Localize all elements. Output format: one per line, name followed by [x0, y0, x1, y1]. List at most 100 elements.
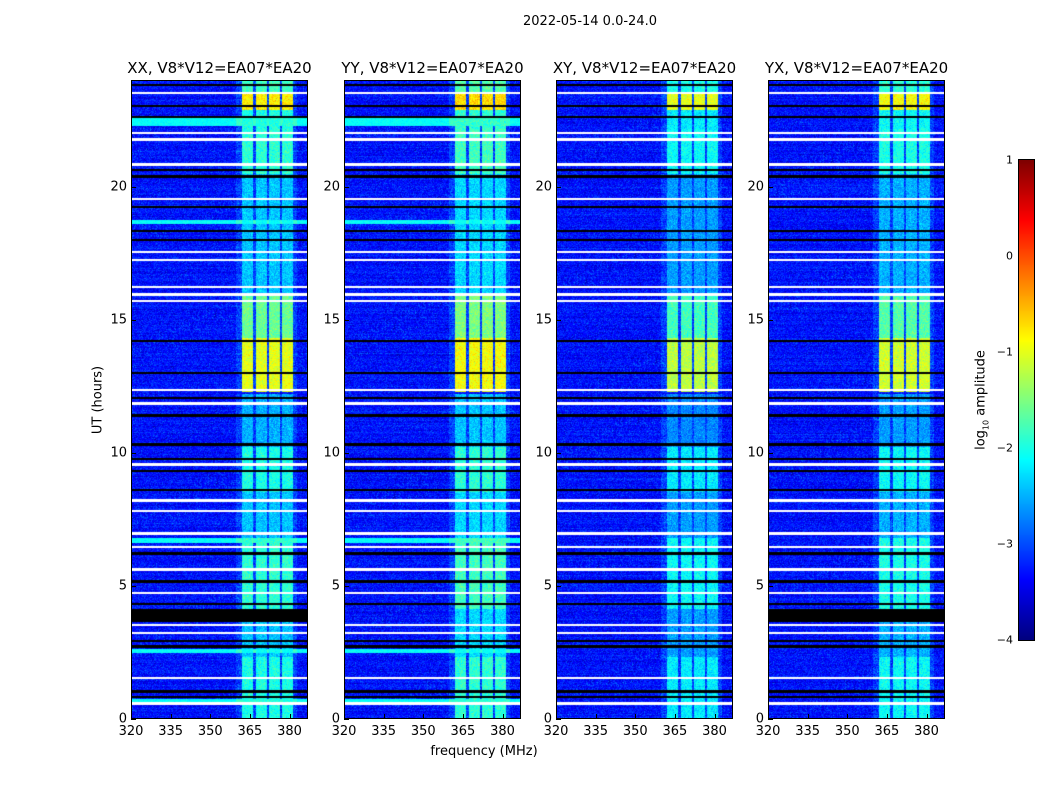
x-tick-label: 350 — [834, 724, 860, 739]
y-tick-label: 0 — [118, 711, 127, 727]
y-tick-label: 10 — [110, 445, 127, 461]
colorbar-tick-label: −2 — [996, 441, 1013, 455]
heatmap-panel-yx — [768, 80, 945, 719]
y-tick-label: 20 — [323, 179, 340, 194]
colorbar-tick-label: 0 — [1006, 249, 1013, 263]
x-tick-mark — [462, 714, 464, 719]
y-tick-mark — [556, 186, 561, 188]
y-tick-mark — [556, 585, 561, 587]
x-tick-label: 335 — [371, 724, 397, 739]
y-tick-mark — [768, 319, 773, 321]
y-tick-mark — [131, 186, 136, 188]
x-axis-label: frequency (MHz) — [430, 744, 538, 759]
x-tick-mark — [170, 714, 172, 719]
y-tick-label: 5 — [118, 578, 127, 594]
y-tick-mark — [131, 719, 136, 720]
x-tick-label: 380 — [702, 724, 727, 739]
y-tick-label: 5 — [331, 578, 340, 594]
x-tick-label: 365 — [874, 724, 900, 739]
y-tick-mark — [556, 452, 561, 454]
y-tick-label: 20 — [747, 179, 764, 194]
y-tick-mark — [344, 585, 349, 587]
x-tick-mark — [886, 714, 888, 719]
y-tick-mark — [344, 319, 349, 321]
x-tick-mark — [344, 714, 345, 719]
x-tick-mark — [556, 714, 557, 719]
x-tick-label: 365 — [662, 724, 688, 739]
y-tick-label: 20 — [535, 179, 552, 194]
colorbar-label: log10 amplitude — [974, 350, 991, 450]
y-tick-label: 15 — [747, 312, 764, 328]
colorbar-label-rest: amplitude — [973, 350, 989, 420]
panel-title-xy: XY, V8*V12=EA07*EA20 — [552, 59, 737, 77]
y-tick-mark — [556, 719, 561, 720]
x-tick-mark — [131, 714, 132, 719]
x-tick-label: 380 — [914, 724, 939, 739]
x-tick-label: 335 — [795, 724, 821, 739]
y-tick-label: 5 — [755, 578, 764, 594]
x-tick-mark — [502, 714, 504, 719]
y-tick-mark — [344, 719, 349, 720]
x-tick-label: 380 — [490, 724, 515, 739]
y-tick-label: 15 — [323, 312, 340, 328]
colorbar-tick-label: 1 — [1006, 153, 1013, 167]
colorbar-label-sub: 10 — [981, 419, 991, 431]
colorbar-tick-label: −3 — [996, 537, 1013, 551]
x-tick-mark — [289, 714, 291, 719]
y-tick-label: 0 — [331, 711, 340, 727]
x-tick-label: 320 — [118, 724, 144, 739]
heatmap-canvas — [345, 81, 520, 718]
y-tick-mark — [344, 186, 349, 188]
colorbar-label-log: log — [973, 430, 989, 450]
x-tick-label: 320 — [331, 724, 357, 739]
x-tick-mark — [423, 714, 425, 719]
x-tick-mark — [674, 714, 676, 719]
panel-title-yx: YX, V8*V12=EA07*EA20 — [764, 59, 949, 77]
y-tick-label: 10 — [747, 445, 764, 461]
x-tick-label: 320 — [543, 724, 569, 739]
colorbar-tick-label: −1 — [996, 345, 1013, 359]
y-tick-mark — [768, 452, 773, 454]
heatmap-canvas — [557, 81, 732, 718]
y-tick-label: 5 — [543, 578, 552, 594]
x-tick-label: 350 — [197, 724, 223, 739]
x-tick-label: 335 — [158, 724, 184, 739]
heatmap-canvas — [769, 81, 944, 718]
panel-title-xx: XX, V8*V12=EA07*EA20 — [127, 59, 312, 77]
y-tick-label: 0 — [755, 711, 764, 727]
x-tick-mark — [210, 714, 212, 719]
y-tick-label: 15 — [110, 312, 127, 328]
x-tick-mark — [249, 714, 251, 719]
x-tick-mark — [383, 714, 385, 719]
y-tick-mark — [131, 585, 136, 587]
colorbar — [1018, 159, 1035, 641]
y-tick-label: 10 — [535, 445, 552, 461]
x-tick-mark — [847, 714, 849, 719]
x-tick-label: 350 — [410, 724, 436, 739]
x-tick-label: 350 — [622, 724, 648, 739]
x-tick-label: 320 — [755, 724, 781, 739]
y-tick-mark — [768, 719, 773, 720]
y-tick-mark — [131, 452, 136, 454]
colorbar-tick-label: −4 — [996, 633, 1013, 647]
y-tick-label: 10 — [323, 445, 340, 461]
y-tick-mark — [556, 319, 561, 321]
heatmap-panel-yy — [344, 80, 521, 719]
y-axis-label: UT (hours) — [90, 365, 106, 435]
panel-title-yy: YY, V8*V12=EA07*EA20 — [341, 59, 524, 77]
heatmap-canvas — [132, 81, 307, 718]
x-tick-label: 365 — [237, 724, 263, 739]
y-tick-mark — [131, 319, 136, 321]
y-tick-label: 20 — [110, 179, 127, 194]
heatmap-panel-xx — [131, 80, 308, 719]
x-tick-label: 335 — [583, 724, 609, 739]
y-tick-mark — [768, 585, 773, 587]
x-tick-mark — [714, 714, 716, 719]
x-tick-mark — [807, 714, 809, 719]
x-tick-label: 365 — [450, 724, 476, 739]
x-tick-mark — [635, 714, 637, 719]
y-tick-label: 0 — [543, 711, 552, 727]
heatmap-panel-xy — [556, 80, 733, 719]
y-tick-mark — [344, 452, 349, 454]
x-tick-mark — [926, 714, 928, 719]
